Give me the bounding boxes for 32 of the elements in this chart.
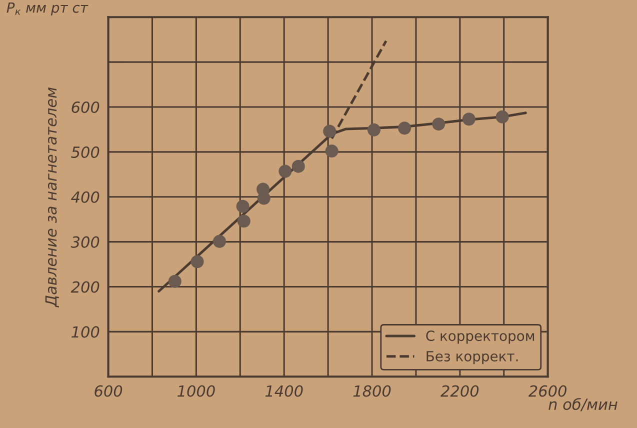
y-tick-label: 200 bbox=[70, 281, 100, 293]
point bbox=[257, 192, 270, 205]
y-tick-label: 400 bbox=[71, 191, 100, 203]
x-tick-label: 1800 bbox=[353, 385, 391, 397]
point bbox=[278, 164, 292, 178]
x-axis-title: n об/мин bbox=[548, 398, 618, 412]
y-tick-label: 500 bbox=[71, 146, 100, 158]
point bbox=[212, 234, 226, 248]
y-tick-label: 100 bbox=[72, 326, 100, 338]
point bbox=[190, 255, 204, 268]
point bbox=[292, 160, 305, 173]
point bbox=[237, 214, 250, 228]
y-tick-label: 300 bbox=[70, 236, 100, 248]
text: P$_{к}$ мм рт ст bbox=[6, 2, 88, 16]
point bbox=[496, 110, 509, 124]
y-axis-title: Давление за нагнетателем bbox=[45, 87, 59, 308]
x-tick-label: 2600 bbox=[528, 385, 566, 397]
legend-label: С корректором bbox=[426, 330, 534, 344]
point bbox=[432, 118, 446, 131]
point bbox=[367, 123, 380, 136]
y-tick-label: 600 bbox=[72, 101, 100, 114]
x-tick-label: 1000 bbox=[178, 385, 215, 397]
point bbox=[398, 122, 412, 135]
point bbox=[323, 124, 336, 138]
legend-label: Без коррект. bbox=[426, 351, 518, 364]
x-tick-label: 2200 bbox=[440, 385, 479, 397]
point bbox=[168, 274, 182, 288]
point bbox=[325, 144, 338, 158]
point bbox=[462, 112, 476, 126]
x-tick-label: 600 bbox=[94, 385, 122, 397]
point bbox=[236, 200, 250, 213]
x-tick-label: 1400 bbox=[265, 385, 303, 397]
